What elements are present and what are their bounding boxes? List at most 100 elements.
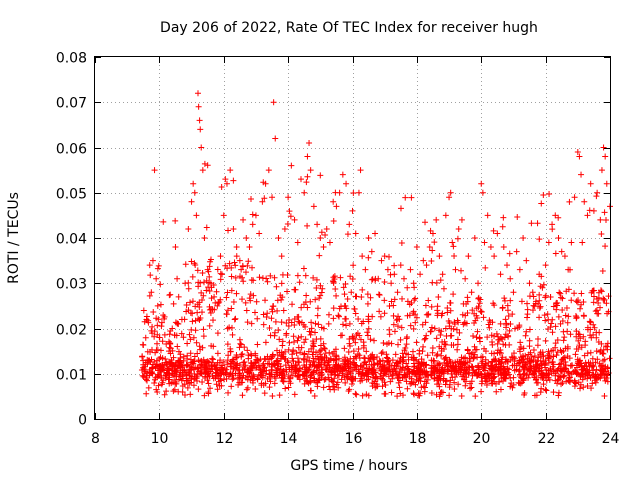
data-point (439, 271, 446, 278)
data-point (523, 257, 530, 264)
data-point (325, 311, 332, 318)
y-tick-label: 0 (78, 413, 87, 429)
data-point (521, 391, 528, 398)
data-point (312, 320, 319, 327)
data-point (173, 367, 180, 374)
data-point (536, 291, 543, 298)
data-point (413, 244, 420, 251)
data-point (280, 353, 287, 360)
data-point (451, 379, 458, 386)
data-point (230, 299, 237, 306)
data-point (469, 349, 476, 356)
data-point (315, 377, 322, 384)
y-axis-ticks: 0 0.01 0.02 0.03 0.04 0.05 0.06 0.07 0.08 (56, 51, 610, 429)
data-point (582, 338, 589, 345)
plot-frame (94, 56, 611, 420)
data-point (302, 336, 309, 343)
data-point (459, 311, 466, 318)
data-point (296, 279, 303, 286)
y-tick-label: 0.04 (56, 232, 87, 248)
data-point (321, 359, 328, 366)
data-point (319, 355, 326, 362)
data-point (390, 302, 397, 309)
data-point (264, 278, 271, 285)
data-point (479, 353, 486, 360)
data-point (250, 277, 257, 284)
data-point (233, 351, 240, 358)
data-point (516, 357, 523, 364)
data-point (167, 340, 174, 347)
data-point (364, 300, 371, 307)
data-point (464, 346, 471, 353)
data-point (154, 265, 161, 272)
data-point (290, 333, 297, 340)
data-point (309, 338, 316, 345)
data-point (589, 367, 596, 374)
data-point (437, 332, 444, 339)
data-point (195, 90, 201, 97)
data-point (330, 279, 337, 286)
data-point (329, 369, 336, 376)
data-point (488, 332, 495, 339)
data-point (491, 378, 498, 385)
data-point (365, 254, 372, 261)
data-point (217, 253, 224, 260)
data-point (364, 332, 371, 339)
data-point (542, 386, 549, 393)
data-point (151, 167, 158, 174)
data-point (411, 354, 418, 361)
data-point (381, 390, 388, 397)
data-point (335, 313, 342, 320)
data-point (313, 284, 320, 291)
data-point (481, 239, 488, 246)
data-point (146, 372, 153, 379)
data-point (394, 323, 401, 330)
data-point (433, 391, 440, 398)
data-point (301, 339, 308, 346)
data-point (261, 355, 268, 362)
data-point (594, 189, 601, 196)
data-point (145, 357, 152, 364)
y-tick-label: 0.03 (56, 277, 87, 293)
data-point (433, 374, 440, 381)
data-point (420, 383, 427, 390)
data-point (497, 360, 504, 367)
data-point (482, 264, 489, 271)
data-point (573, 298, 580, 305)
data-point (491, 253, 498, 260)
data-point (385, 339, 392, 346)
data-point (254, 341, 261, 348)
data-point (553, 352, 560, 359)
data-point (233, 362, 240, 369)
data-point (174, 320, 181, 327)
data-point (293, 366, 300, 373)
data-point (475, 366, 482, 373)
data-point (390, 312, 397, 319)
data-point (477, 308, 484, 315)
data-point (276, 336, 283, 343)
data-point (384, 359, 391, 366)
data-point (573, 371, 580, 378)
data-point (228, 287, 235, 294)
data-point (570, 368, 577, 375)
data-point (271, 380, 278, 387)
chart-title: Day 206 of 2022, Rate Of TEC Index for r… (160, 20, 538, 36)
data-point (349, 334, 356, 341)
data-point (147, 349, 154, 356)
data-point (194, 267, 201, 274)
data-point (466, 350, 473, 357)
data-point (405, 356, 412, 363)
data-point (602, 216, 609, 223)
data-point (436, 393, 443, 400)
data-point (249, 377, 256, 384)
data-point (441, 340, 448, 347)
data-point (310, 369, 317, 376)
data-point (522, 362, 529, 369)
data-point (293, 350, 300, 357)
data-point (278, 374, 285, 381)
data-point (434, 303, 441, 310)
data-point (534, 361, 541, 368)
data-point (379, 383, 386, 390)
data-point (529, 307, 536, 314)
data-point (446, 319, 453, 326)
